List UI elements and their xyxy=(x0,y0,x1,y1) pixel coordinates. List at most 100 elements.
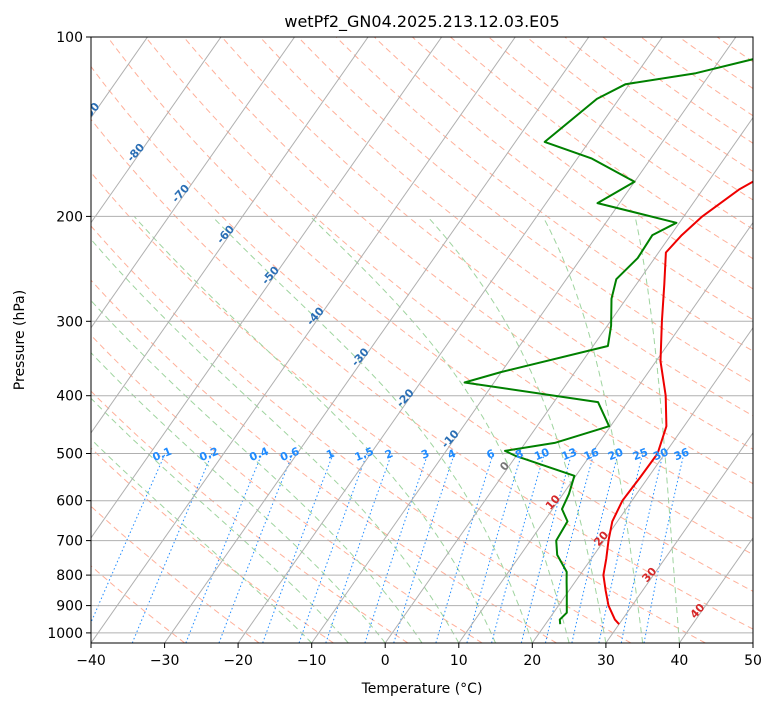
mixing-ratio-label: 8 xyxy=(513,447,525,462)
mixing-ratio-label: 10 xyxy=(532,445,551,463)
dry-adiabat-line xyxy=(596,32,775,643)
dry-adiabat-line xyxy=(520,32,775,643)
mixing-ratio-label: 16 xyxy=(582,445,601,463)
dry-adiabat-line xyxy=(293,32,775,643)
x-tick-label: 0 xyxy=(381,653,390,669)
dry-adiabat-line xyxy=(407,32,775,643)
x-tick-label: −20 xyxy=(223,653,253,669)
mixing-ratio-line xyxy=(492,454,545,644)
isotherm-label: -40 xyxy=(304,304,327,328)
y-tick-label: 700 xyxy=(56,534,83,550)
mixing-ratio-label: 0.4 xyxy=(248,445,271,464)
dry-adiabat-line xyxy=(634,32,775,643)
x-tick-label: −10 xyxy=(297,653,327,669)
dry-adiabat-line xyxy=(28,32,775,643)
dry-adiabat-line xyxy=(0,32,482,643)
dry-adiabat-line xyxy=(0,32,631,643)
y-tick-label: 800 xyxy=(56,568,83,584)
mixing-ratio-line xyxy=(263,454,334,644)
dry-adiabats xyxy=(0,32,775,643)
mixing-ratio-line xyxy=(621,454,663,644)
mixing-ratio-line xyxy=(644,454,684,644)
mixing-ratio-line xyxy=(132,454,212,644)
chart-title: wetPf2_GN04.2025.213.12.03.E05 xyxy=(284,12,559,32)
mixing-ratio-line xyxy=(186,454,262,644)
dry-adiabat-line xyxy=(748,32,775,643)
x-axis: −40 −30 −20 −10 0 10 20 30 40 50 xyxy=(76,643,762,669)
y-tick-label: 400 xyxy=(56,389,83,405)
profile-series xyxy=(465,37,775,624)
pressure-gridlines xyxy=(91,37,753,633)
mixing-ratio-label: 13 xyxy=(560,445,579,463)
dry-adiabat-line xyxy=(0,32,408,643)
isotherm-line xyxy=(459,32,775,643)
mixing-ratio-line xyxy=(219,454,293,644)
mixing-ratio-line xyxy=(299,454,367,644)
moist-adiabat-line xyxy=(0,216,348,643)
isotherm-label: -100 xyxy=(32,56,60,85)
mixing-ratio-lines xyxy=(82,454,684,644)
isotherm-line xyxy=(238,32,666,643)
mixing-ratio-label: 3 xyxy=(419,447,431,462)
x-tick-label: 50 xyxy=(744,653,762,669)
isotherm-label: -50 xyxy=(259,263,282,287)
dry-adiabat-line xyxy=(710,32,775,643)
y-tick-label: 1000 xyxy=(47,626,83,642)
x-tick-label: 30 xyxy=(597,653,615,669)
dry-adiabat-line xyxy=(672,32,775,643)
isotherm-line xyxy=(532,32,775,643)
isotherm-label: 0 xyxy=(497,459,512,474)
x-tick-label: 10 xyxy=(450,653,468,669)
dry-adiabat-line xyxy=(0,32,557,643)
isotherm-line xyxy=(91,32,519,643)
mixing-ratio-line xyxy=(365,454,428,644)
dry-adiabat-line xyxy=(483,32,775,643)
isotherm-label: -30 xyxy=(349,345,372,369)
y-tick-label: 100 xyxy=(56,30,83,46)
x-tick-label: −40 xyxy=(76,653,106,669)
temperature-line xyxy=(603,37,775,624)
isotherm-line xyxy=(17,32,445,643)
dry-adiabat-line xyxy=(0,32,333,643)
mixing-ratio-label: 25 xyxy=(631,445,650,463)
dewpoint-line xyxy=(465,37,775,624)
x-tick-label: 40 xyxy=(670,653,688,669)
isotherm-line xyxy=(0,32,4,643)
isotherm-line xyxy=(753,32,775,643)
mixing-ratio-label: 30 xyxy=(651,445,670,463)
isotherm-line xyxy=(679,32,775,643)
mixing-ratio-label: 1.5 xyxy=(353,445,376,464)
y-tick-label: 600 xyxy=(56,494,83,510)
y-tick-label: 500 xyxy=(56,447,83,463)
x-tick-label: −30 xyxy=(150,653,180,669)
isotherm-line xyxy=(0,32,372,643)
isotherm-label: -10 xyxy=(439,427,462,451)
x-tick-label: 20 xyxy=(523,653,541,669)
dry-adiabat-line xyxy=(180,32,775,643)
isotherm-line xyxy=(312,32,740,643)
y-axis-title: Pressure (hPa) xyxy=(12,290,28,390)
isotherm-line xyxy=(385,32,775,643)
isotherm-label: -70 xyxy=(169,182,192,206)
dry-adiabat-line xyxy=(558,32,775,643)
moist-adiabat-line xyxy=(543,216,643,643)
isotherm-line xyxy=(0,32,225,643)
dry-adiabat-line xyxy=(255,32,775,643)
dry-adiabat-line xyxy=(142,32,775,643)
isotherm-label: -60 xyxy=(214,222,237,246)
mixing-ratio-label: 20 xyxy=(606,445,625,463)
isotherm-label: -80 xyxy=(124,141,147,165)
mixing-ratio-label: 1 xyxy=(324,447,336,462)
isotherm-label: 30 xyxy=(639,565,659,585)
isotherm-label: -20 xyxy=(394,386,417,410)
isotherm-line xyxy=(165,32,593,643)
y-tick-label: 300 xyxy=(56,314,83,330)
isotherm-line xyxy=(606,32,775,643)
mixing-ratio-label: 6 xyxy=(485,447,497,462)
mixing-ratio-label: 0.6 xyxy=(278,445,301,464)
